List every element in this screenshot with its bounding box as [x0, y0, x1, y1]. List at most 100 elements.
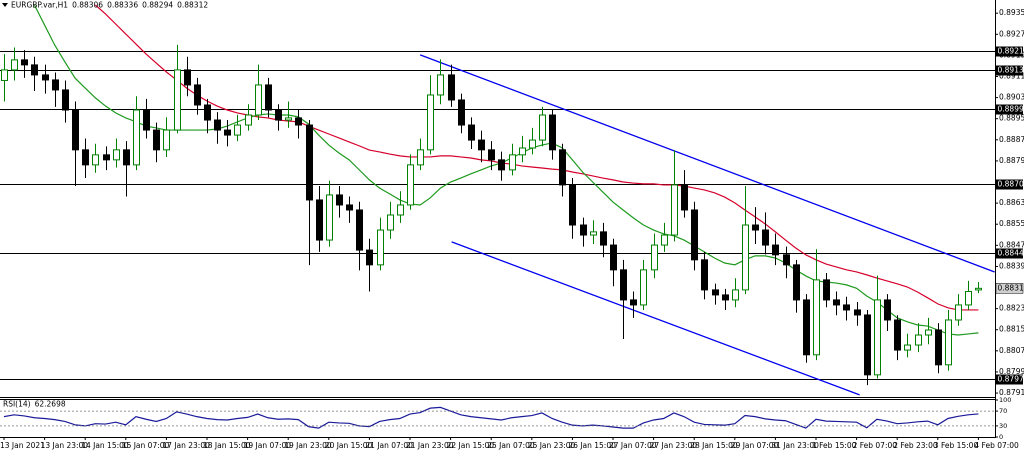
rsi-header: RSI(14) 62.2698: [3, 400, 66, 409]
y-tick-label: 0.88795: [999, 156, 1024, 165]
candle-body: [256, 85, 262, 115]
x-tick-label: 3 Feb 15:00: [934, 441, 979, 450]
candle-body: [499, 160, 505, 170]
candle-body: [337, 195, 343, 205]
candle-body: [175, 70, 181, 130]
candle-body: [713, 290, 719, 295]
candle-body: [235, 125, 241, 135]
candle-body: [976, 288, 982, 290]
candle-body: [296, 118, 302, 125]
candle-body: [784, 255, 790, 265]
candle-body: [114, 150, 120, 160]
candle-body: [641, 270, 647, 305]
x-tick-label: 13 Jan 2021: [0, 441, 45, 450]
y-tick-label: 0.88955: [999, 114, 1024, 123]
candle-body: [154, 130, 160, 150]
y-tick-label: 0.88555: [999, 219, 1024, 228]
candle-body: [753, 225, 759, 230]
candle-body: [428, 95, 434, 150]
candle-body: [398, 205, 404, 215]
last-close: 0.88312: [177, 1, 208, 10]
y-tick-label: 0.89355: [999, 8, 1024, 17]
candle-body: [489, 150, 495, 160]
candle-body: [307, 125, 313, 200]
y-tick-label: 0.88875: [999, 135, 1024, 144]
candle-body: [144, 110, 150, 130]
candle-body: [408, 165, 414, 205]
candle-body: [773, 245, 779, 255]
candle-body: [662, 235, 668, 245]
candle-body: [692, 210, 698, 260]
y-tick-label: 0.88075: [999, 346, 1024, 355]
rsi-tick-label: 100: [999, 396, 1011, 404]
candle-body: [367, 250, 373, 265]
candle-body: [702, 260, 708, 290]
candle-body: [611, 245, 617, 270]
candle-body: [926, 330, 932, 335]
candle-body: [591, 232, 597, 235]
candle-body: [966, 291, 972, 304]
candle-body: [73, 110, 79, 150]
candle-body: [43, 75, 49, 80]
y-tick-label: 0.88395: [999, 261, 1024, 270]
candle-body: [824, 280, 830, 300]
candle-body: [347, 205, 353, 210]
rsi-last-value: 62.2698: [35, 400, 66, 409]
y-tick-label: 0.88235: [999, 304, 1024, 313]
candle-body: [83, 150, 89, 165]
candle-body: [22, 60, 28, 65]
rsi-title: RSI(14): [3, 400, 31, 409]
level-label: 0.88446: [998, 249, 1024, 258]
candle-body: [804, 300, 810, 355]
candle-body: [185, 70, 191, 85]
candle-body: [550, 115, 556, 150]
candle-body: [195, 85, 201, 105]
candle-body: [63, 90, 69, 110]
candle-body: [53, 80, 59, 90]
candle-body: [916, 335, 922, 345]
candle-body: [530, 140, 536, 148]
candle-body: [885, 300, 891, 320]
y-tick-label: 0.88155: [999, 325, 1024, 334]
candle-body: [844, 305, 850, 310]
candle-body: [794, 265, 800, 300]
candle-body: [510, 155, 516, 170]
rsi-tick-label: 0: [999, 433, 1003, 441]
candle-body: [946, 320, 952, 365]
candle-body: [93, 155, 99, 165]
rsi-tick-label: 30: [999, 422, 1007, 430]
level-label: 0.8797: [998, 375, 1024, 384]
candle-body: [225, 130, 231, 135]
y-tick-label: 0.88635: [999, 198, 1024, 207]
x-tick-label: 1 Feb 15:00: [812, 441, 857, 450]
candle-body: [956, 305, 962, 320]
candle-body: [418, 150, 424, 165]
candle-body: [814, 280, 820, 355]
candle-body: [560, 150, 566, 185]
candle-body: [32, 65, 38, 75]
last-open: 0.88306: [72, 1, 103, 10]
candle-body: [682, 185, 688, 210]
candle-body: [895, 320, 901, 350]
candle-body: [266, 85, 272, 110]
candle-body: [855, 310, 861, 315]
candle-body: [540, 115, 546, 140]
candle-body: [733, 290, 739, 300]
candle-body: [124, 150, 130, 165]
last-price-label: 0.88312: [998, 283, 1024, 292]
candle-body: [164, 130, 170, 150]
last-high: 0.88336: [107, 1, 138, 10]
candle-body: [652, 245, 658, 270]
candle-body: [134, 110, 140, 165]
candle-body: [459, 100, 465, 125]
x-tick-label: 4 Feb 07:00: [974, 441, 1019, 450]
y-tick-label: 0.89275: [999, 29, 1024, 38]
last-low: 0.88294: [142, 1, 173, 10]
candle-body: [723, 295, 729, 300]
candle-body: [743, 225, 749, 290]
candle-body: [286, 118, 292, 120]
